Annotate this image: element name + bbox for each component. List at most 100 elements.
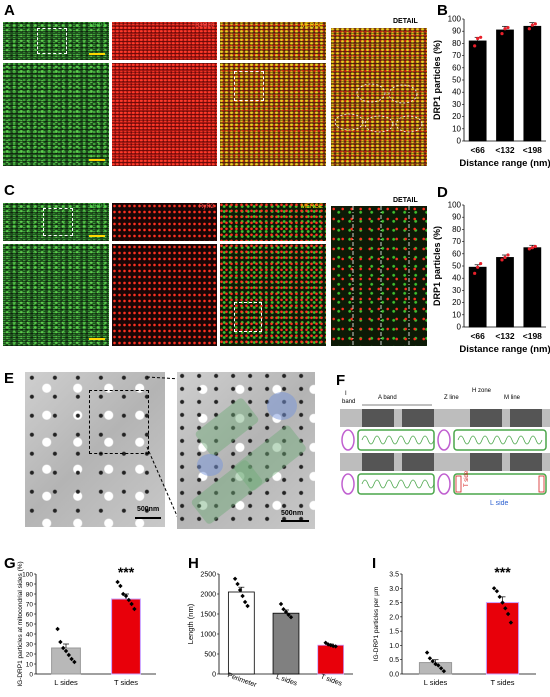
bar xyxy=(227,591,255,675)
roi-box xyxy=(234,302,262,332)
significance-marker: *** xyxy=(118,564,135,580)
x-tick-label: L sides xyxy=(275,674,298,688)
y-tick-label: 0 xyxy=(29,672,33,679)
panel-label-h: H xyxy=(188,555,199,572)
y-tick-label: 1.5 xyxy=(389,629,399,636)
y-tick-label: 2000 xyxy=(200,592,216,599)
data-point xyxy=(278,601,284,607)
h-zone-label: H zone xyxy=(472,388,492,394)
myofibril-row-2 xyxy=(340,453,550,471)
mito-row-1 xyxy=(341,429,547,451)
y-tick-label: 100 xyxy=(448,15,462,24)
data-point xyxy=(126,597,131,603)
panel-a-tom20-overview: TOM20 xyxy=(112,22,217,60)
panel-label-g: G xyxy=(4,555,16,572)
a-band-label: A band xyxy=(378,395,397,401)
data-point xyxy=(530,23,534,27)
data-point xyxy=(527,27,531,31)
data-point xyxy=(55,626,60,632)
panel-a-drp1-overview: DRP1 xyxy=(3,22,109,60)
chart-h: 0 500 1000 1500 2000 2500 Length (nm) Perimeter… xyxy=(186,572,353,689)
y-tick-label: 100 xyxy=(22,572,33,579)
panel-c-ryr2-overview: RyR2 xyxy=(112,203,217,241)
z-line-guides xyxy=(352,206,410,346)
data-point xyxy=(115,579,120,585)
roi-box xyxy=(234,71,264,101)
data-point xyxy=(527,247,531,251)
scale-bar xyxy=(89,53,105,55)
roi-box xyxy=(37,28,67,54)
data-point xyxy=(242,599,248,605)
data-point xyxy=(72,659,77,665)
x-tick-label: <132 xyxy=(495,331,514,341)
panel-label-a: A xyxy=(4,2,15,19)
bar xyxy=(468,266,487,328)
chart-b: 0 10 20 30 40 50 60 70 80 90 100 DRP1 particles (%)… xyxy=(432,15,550,170)
data-point xyxy=(503,255,507,260)
channel-label-drp1: DRP1 xyxy=(89,204,106,210)
l-side-label: L side xyxy=(490,500,509,507)
bar xyxy=(111,598,141,675)
x-tick-label: <132 xyxy=(495,145,514,155)
zoom-connector-lines xyxy=(146,376,182,526)
data-point xyxy=(69,656,74,662)
y-tick-label: 70 xyxy=(452,51,461,60)
scale-bar xyxy=(89,159,105,161)
data-point xyxy=(61,645,66,651)
data-point xyxy=(479,261,483,266)
detail-label: DETAIL xyxy=(393,197,418,204)
x-tick-label: L sides xyxy=(424,678,448,687)
data-point xyxy=(500,258,504,262)
y-tick-label: 1.0 xyxy=(389,643,399,650)
bar xyxy=(496,257,514,328)
panel-label-d: D xyxy=(437,184,448,201)
data-point xyxy=(121,591,126,597)
y-tick-label: 0 xyxy=(457,137,462,146)
data-point xyxy=(530,246,534,250)
data-point xyxy=(533,22,537,26)
i-band-label: I xyxy=(345,391,347,397)
y-tick-label: 80 xyxy=(26,592,34,599)
y-tick-label: 70 xyxy=(452,237,461,246)
bar xyxy=(523,25,542,142)
data-point xyxy=(473,271,477,275)
data-point xyxy=(479,35,483,39)
x-tick-label: T sides xyxy=(490,678,514,687)
panel-a-merge-zoom xyxy=(220,63,326,166)
y-tick-label: 80 xyxy=(452,225,461,234)
data-point xyxy=(506,253,510,257)
detail-label: DETAIL xyxy=(393,18,418,25)
panel-c-merge-zoom xyxy=(220,244,326,346)
data-point xyxy=(232,576,238,581)
scale-bar xyxy=(135,517,161,519)
y-tick-label: 30 xyxy=(452,100,461,109)
y-tick-label: 90 xyxy=(452,213,461,222)
channel-label-tom20: TOM20 xyxy=(194,23,214,29)
data-point xyxy=(129,601,134,607)
data-point xyxy=(503,27,507,31)
panel-e-em-overview: 500nm xyxy=(25,372,165,527)
data-point xyxy=(533,244,537,249)
data-point xyxy=(288,615,294,620)
data-point xyxy=(433,661,438,667)
y-tick-label: 500 xyxy=(204,652,216,659)
data-point xyxy=(237,587,243,593)
scale-bar xyxy=(89,338,105,340)
data-point xyxy=(58,639,63,645)
bar xyxy=(468,40,487,142)
m-line-label: M line xyxy=(504,395,521,401)
data-point xyxy=(245,603,250,609)
panel-label-c: C xyxy=(4,182,15,199)
data-point xyxy=(506,25,510,30)
data-point xyxy=(427,656,433,661)
y-tick-label: 40 xyxy=(26,632,34,639)
y-tick-label: 1500 xyxy=(200,612,216,619)
data-point xyxy=(424,650,430,655)
panel-label-e: E xyxy=(4,370,15,387)
y-tick-label: 20 xyxy=(26,652,34,659)
x-tick-label: T sides xyxy=(319,673,343,687)
y-axis-label: DRP1 particles (%) xyxy=(432,226,442,306)
data-point xyxy=(240,593,245,599)
y-tick-label: 60 xyxy=(26,612,34,619)
